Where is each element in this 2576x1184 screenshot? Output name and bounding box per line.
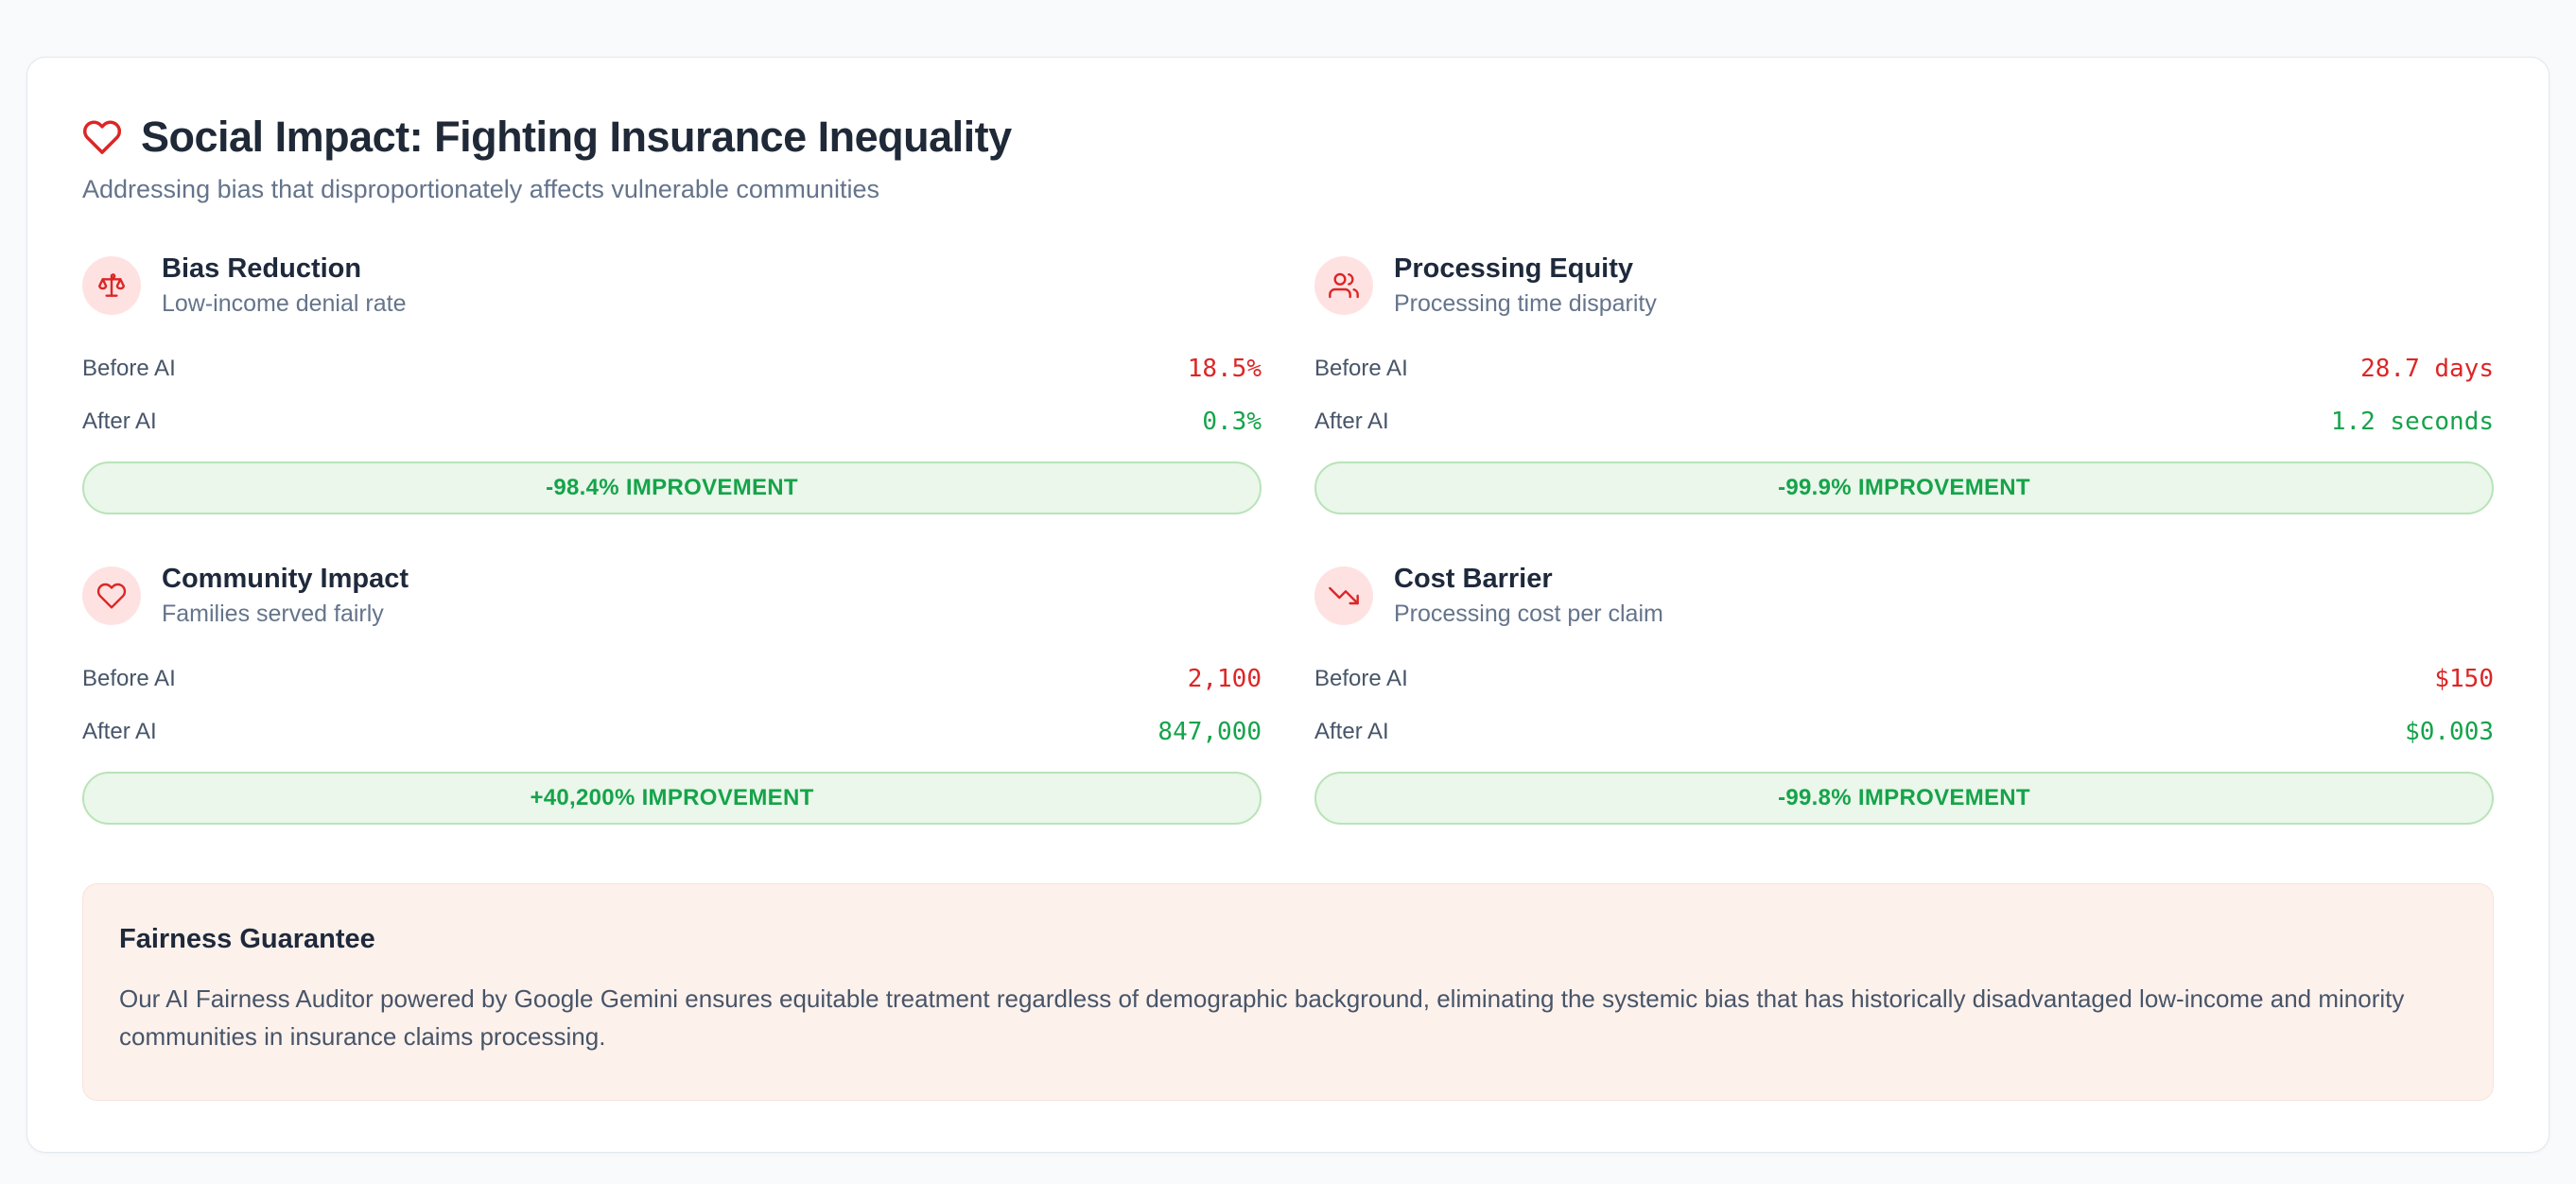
social-impact-card: Social Impact: Fighting Insurance Inequa… [26,57,2550,1153]
improvement-badge: +40,200% IMPROVEMENT [82,772,1262,825]
heart-icon [96,581,127,611]
after-ai-label: After AI [1314,409,1389,434]
after-ai-row: After AI 1.2 seconds [1314,395,2494,448]
before-ai-label: Before AI [1314,356,1408,381]
metric-head: Community Impact Families served fairly [82,564,1262,628]
heart-outline-icon [82,117,122,157]
before-ai-value: $150 [2434,665,2494,693]
before-ai-value: 18.5% [1187,355,1262,383]
metric-subtitle: Families served fairly [162,601,384,627]
improvement-badge: -98.4% IMPROVEMENT [82,461,1262,514]
metric-panel-community-impact: Community Impact Families served fairly … [82,564,1262,825]
scales-icon [96,270,127,301]
icon-circle [82,256,141,315]
metric-subtitle: Processing cost per claim [1394,601,1663,627]
after-ai-label: After AI [1314,719,1389,744]
after-ai-label: After AI [82,719,157,744]
before-ai-value: 2,100 [1187,665,1262,693]
icon-circle [1314,566,1373,625]
metric-head: Bias Reduction Low-income denial rate [82,253,1262,318]
trending-down-icon [1329,581,1359,611]
after-ai-value: 0.3% [1202,408,1262,436]
metric-rows: Before AI 2,100 After AI 847,000 [82,653,1262,758]
metric-head-text: Bias Reduction Low-income denial rate [162,253,406,318]
after-ai-value: 1.2 seconds [2330,408,2494,436]
before-ai-label: Before AI [1314,666,1408,691]
metric-title: Community Impact [162,564,409,594]
after-ai-value: 847,000 [1157,718,1262,746]
metric-rows: Before AI 18.5% After AI 0.3% [82,342,1262,448]
icon-circle [1314,256,1373,315]
after-ai-row: After AI $0.003 [1314,705,2494,758]
after-ai-row: After AI 0.3% [82,395,1262,448]
card-header: Social Impact: Fighting Insurance Inequa… [82,113,2494,162]
metric-head-text: Cost Barrier Processing cost per claim [1394,564,1663,628]
before-ai-row: Before AI 2,100 [82,653,1262,705]
before-ai-row: Before AI $150 [1314,653,2494,705]
page-title: Social Impact: Fighting Insurance Inequa… [141,113,1012,161]
improvement-badge: -99.9% IMPROVEMENT [1314,461,2494,514]
metric-head: Processing Equity Processing time dispar… [1314,253,2494,318]
page-subtitle: Addressing bias that disproportionately … [82,175,879,203]
improvement-badge: -99.8% IMPROVEMENT [1314,772,2494,825]
metric-rows: Before AI $150 After AI $0.003 [1314,653,2494,758]
after-ai-row: After AI 847,000 [82,705,1262,758]
before-ai-label: Before AI [82,666,176,691]
before-ai-value: 28.7 days [2360,355,2494,383]
metric-subtitle: Processing time disparity [1394,290,1657,317]
before-ai-row: Before AI 18.5% [82,342,1262,395]
metric-panel-bias-reduction: Bias Reduction Low-income denial rate Be… [82,253,1262,514]
metric-head-text: Processing Equity Processing time dispar… [1394,253,1657,318]
before-ai-label: Before AI [82,356,176,381]
metric-panel-processing-equity: Processing Equity Processing time dispar… [1314,253,2494,514]
metric-title: Bias Reduction [162,253,362,284]
users-icon [1329,270,1359,301]
fairness-guarantee-box: Fairness Guarantee Our AI Fairness Audit… [82,883,2494,1101]
metric-rows: Before AI 28.7 days After AI 1.2 seconds [1314,342,2494,448]
metrics-grid: Bias Reduction Low-income denial rate Be… [82,253,2494,825]
metric-title: Processing Equity [1394,253,1634,284]
fairness-guarantee-title: Fairness Guarantee [119,924,375,954]
metric-head: Cost Barrier Processing cost per claim [1314,564,2494,628]
metric-title: Cost Barrier [1394,564,1553,594]
after-ai-label: After AI [82,409,157,434]
before-ai-row: Before AI 28.7 days [1314,342,2494,395]
metric-panel-cost-barrier: Cost Barrier Processing cost per claim B… [1314,564,2494,825]
icon-circle [82,566,141,625]
metric-head-text: Community Impact Families served fairly [162,564,409,628]
metric-subtitle: Low-income denial rate [162,290,407,317]
after-ai-value: $0.003 [2405,718,2494,746]
fairness-guarantee-body: Our AI Fairness Auditor powered by Googl… [119,984,2405,1052]
